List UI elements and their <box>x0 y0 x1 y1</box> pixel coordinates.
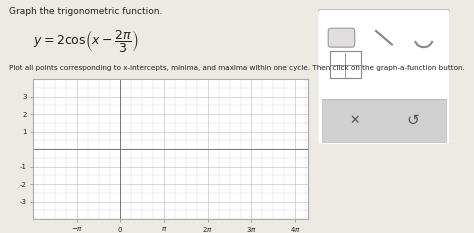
FancyBboxPatch shape <box>328 28 355 47</box>
Text: Plot all points corresponding to x-intercepts, minima, and maxima within one cyc: Plot all points corresponding to x-inter… <box>9 65 465 71</box>
Bar <box>321 99 447 142</box>
Text: $y=2\cos\!\left(x-\dfrac{2\pi}{3}\right)$: $y=2\cos\!\left(x-\dfrac{2\pi}{3}\right)… <box>33 28 139 54</box>
Text: ↺: ↺ <box>407 113 419 128</box>
FancyBboxPatch shape <box>318 9 450 146</box>
Text: Graph the trigonometric function.: Graph the trigonometric function. <box>9 7 163 16</box>
Text: ✕: ✕ <box>349 114 360 127</box>
FancyBboxPatch shape <box>329 51 361 78</box>
